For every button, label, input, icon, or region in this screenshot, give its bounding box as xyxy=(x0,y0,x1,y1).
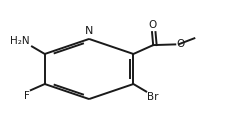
Text: F: F xyxy=(24,91,30,101)
Text: N: N xyxy=(85,26,93,35)
Text: O: O xyxy=(148,20,156,30)
Text: H₂N: H₂N xyxy=(10,36,30,46)
Text: O: O xyxy=(176,39,185,49)
Text: Br: Br xyxy=(147,92,158,102)
